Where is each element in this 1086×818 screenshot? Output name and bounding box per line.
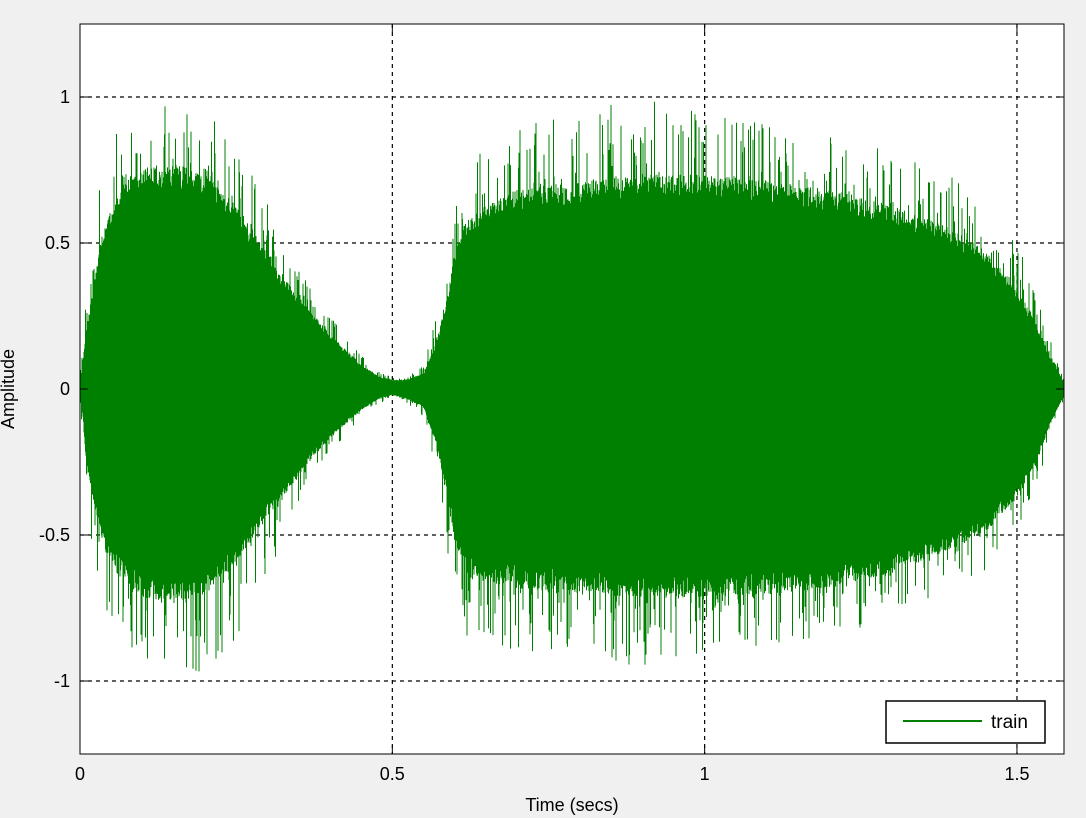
x-tick-label-1: 0.5 [380, 764, 405, 784]
legend-label-train: train [991, 712, 1028, 733]
x-tick-label-3: 1.5 [1004, 764, 1029, 784]
y-tick-label-2: 0 [60, 379, 70, 399]
y-axis-label: Amplitude [0, 349, 18, 429]
y-tick-label-4: 1 [60, 87, 70, 107]
y-tick-label-0: -1 [54, 671, 70, 691]
x-tick-label-2: 1 [700, 764, 710, 784]
y-tick-label-3: 0.5 [45, 233, 70, 253]
y-tick-label-1: -0.5 [39, 525, 70, 545]
legend: train [885, 700, 1046, 744]
series-train [80, 101, 1064, 672]
axis-ticks [79, 24, 1064, 754]
x-tick-label-0: 0 [75, 764, 85, 784]
series-line-train [80, 101, 1064, 672]
axis-tick-labels: 0 0.5 1 1.5 -1 -0.5 0 0.5 1 [39, 87, 1030, 784]
x-axis-label: Time (secs) [525, 795, 618, 815]
